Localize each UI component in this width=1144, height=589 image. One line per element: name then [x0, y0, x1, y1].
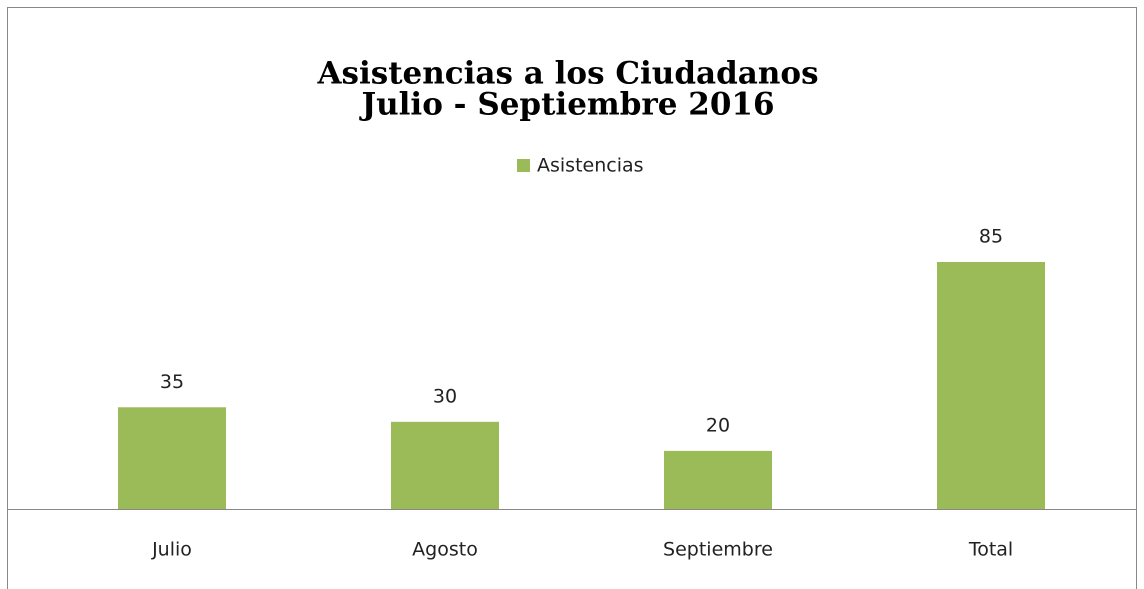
- chart-border: [7, 7, 1137, 589]
- legend-swatch: [517, 159, 530, 172]
- data-label: 20: [706, 414, 730, 436]
- bar: [937, 262, 1045, 509]
- bar: [664, 450, 772, 509]
- x-tick-label: Septiembre: [663, 539, 773, 561]
- chart-title: Asistencias a los Ciudadanos: [316, 56, 818, 92]
- chart-subtitle: Julio - Septiembre 2016: [358, 87, 774, 123]
- x-tick-label: Agosto: [412, 539, 478, 561]
- legend-label: Asistencias: [537, 155, 644, 177]
- data-label: 35: [160, 371, 184, 393]
- x-tick-label: Julio: [151, 539, 192, 561]
- bar: [118, 407, 226, 509]
- data-label: 30: [433, 385, 457, 407]
- bar: [391, 421, 499, 509]
- data-label: 85: [979, 226, 1003, 248]
- x-tick-label: Total: [968, 539, 1013, 561]
